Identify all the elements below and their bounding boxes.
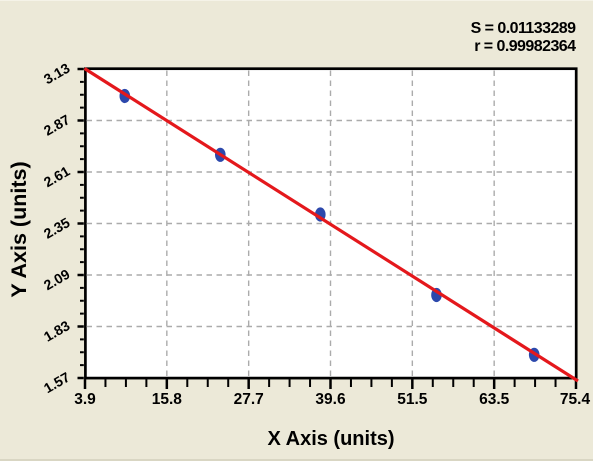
svg-text:2.35: 2.35 xyxy=(41,214,73,242)
svg-text:51.5: 51.5 xyxy=(397,391,428,408)
svg-text:1.57: 1.57 xyxy=(41,369,73,397)
svg-text:1.83: 1.83 xyxy=(41,317,73,345)
svg-text:3.13: 3.13 xyxy=(41,60,73,88)
svg-text:27.7: 27.7 xyxy=(234,391,264,408)
svg-text:2.09: 2.09 xyxy=(41,266,73,294)
svg-text:3.9: 3.9 xyxy=(74,391,96,408)
svg-text:2.87: 2.87 xyxy=(41,111,73,139)
svg-text:S = 0.01133289: S = 0.01133289 xyxy=(471,20,577,37)
svg-text:r = 0.99982364: r = 0.99982364 xyxy=(474,38,576,55)
svg-text:15.8: 15.8 xyxy=(152,391,183,408)
svg-text:Y Axis (units): Y Axis (units) xyxy=(7,161,31,297)
svg-text:X Axis (units): X Axis (units) xyxy=(267,428,394,450)
svg-text:63.5: 63.5 xyxy=(479,391,510,408)
svg-text:75.4: 75.4 xyxy=(560,391,591,408)
svg-text:39.6: 39.6 xyxy=(315,391,346,408)
svg-text:2.61: 2.61 xyxy=(41,163,73,191)
